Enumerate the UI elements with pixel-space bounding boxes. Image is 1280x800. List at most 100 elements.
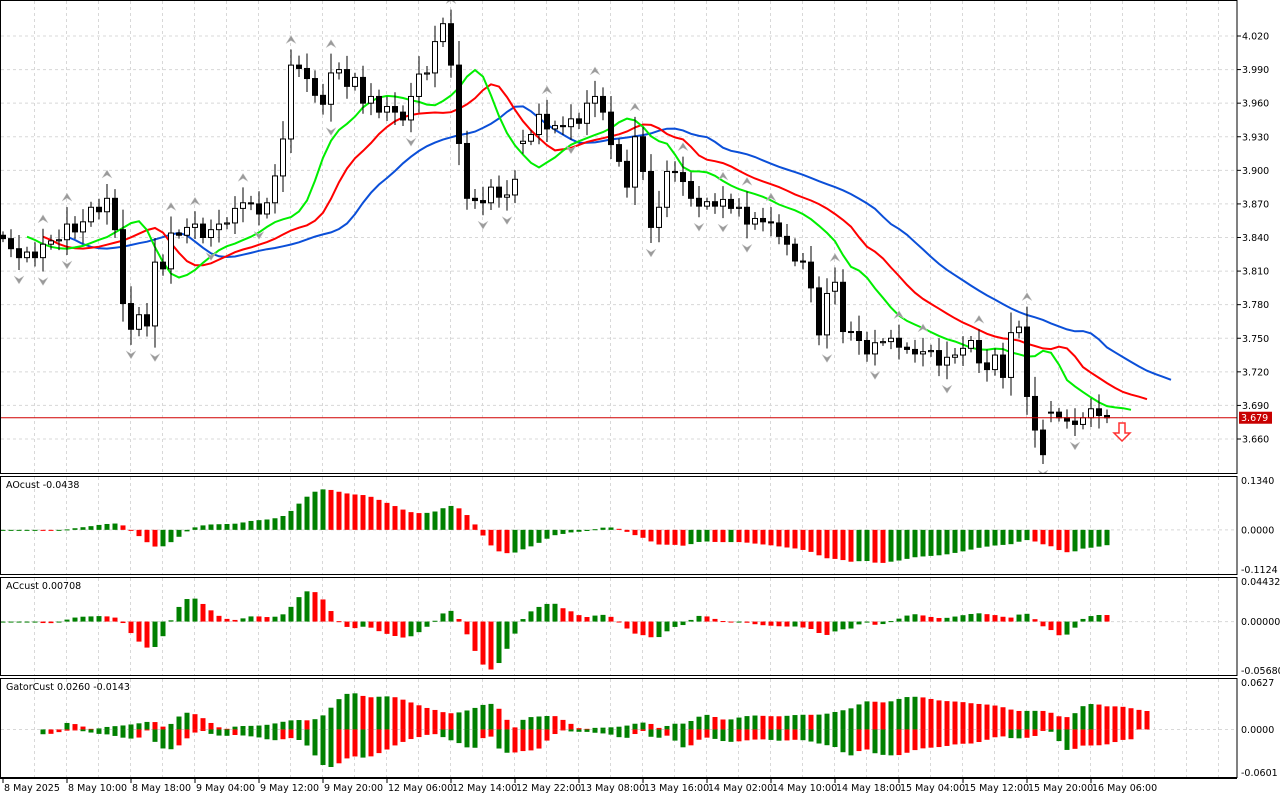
histogram-bar [640,621,646,636]
histogram-bar [208,610,214,622]
candle [992,348,998,376]
histogram-bar [368,621,374,628]
histogram-bar [136,529,142,537]
main-price-pane[interactable] [1,0,1238,478]
histogram-bar [888,621,894,623]
histogram-bar [944,529,950,555]
histogram-bar [760,621,766,626]
histogram-bar [984,729,990,740]
histogram-bar [992,529,998,546]
histogram-bar [488,729,494,737]
histogram-bar [600,614,606,622]
histogram-bar [296,503,302,530]
candle [872,329,878,366]
fractal-up-icon [893,310,905,319]
histogram-bar [696,716,702,730]
histogram-bar [680,723,686,730]
histogram-bar [480,704,486,730]
histogram-bar [768,529,774,546]
histogram-bar [1000,529,1006,545]
time-axis-label: 14 May 10:00 [772,783,837,794]
histogram-bar [616,528,622,530]
histogram-bar [544,715,550,730]
candle [984,349,990,382]
histogram-bar [48,529,54,531]
histogram-bar [232,729,238,735]
histogram-bar [32,529,38,531]
histogram-bar [128,529,134,531]
candle [496,175,502,208]
candle [272,164,278,214]
histogram-bar [8,621,14,623]
histogram-bar [96,728,102,730]
histogram-bar [584,617,590,622]
histogram-bar [200,603,206,622]
histogram-bar [40,729,46,735]
histogram-bar [1072,729,1078,749]
histogram-bar [688,729,694,746]
histogram-bar [304,720,310,730]
histogram-bar [280,515,286,530]
indicator-panes[interactable] [1,489,1150,768]
histogram-bar [272,723,278,730]
histogram-bar [936,700,942,730]
histogram-bar [392,506,398,530]
candle [976,329,982,373]
histogram-bar [448,713,454,730]
fractal-up-icon [589,66,601,76]
histogram-bar [1088,704,1094,730]
histogram-bar [408,621,414,637]
histogram-bar [632,729,638,735]
histogram-bar [872,729,878,754]
histogram-bar [952,616,958,622]
histogram-bar [752,729,758,740]
histogram-bar [728,729,734,742]
histogram-bar [896,698,902,730]
candle [8,229,14,258]
histogram-bar [536,729,542,749]
histogram-bar [536,529,542,543]
histogram-bar [272,616,278,622]
histogram-bar [424,512,430,530]
histogram-bar [32,621,38,623]
histogram-bar [432,511,438,530]
histogram-bar [264,729,270,740]
histogram-bar [320,489,326,530]
histogram-bar [928,698,934,730]
time-axis-label: 14 May 18:00 [836,783,901,794]
histogram-bar [408,729,414,740]
histogram-bar [80,726,86,730]
histogram-bar [568,611,574,622]
histogram-bar [840,710,846,730]
histogram-bar [496,729,502,749]
histogram-bar [352,729,358,757]
histogram-bar [512,621,518,634]
histogram-bar [736,717,742,730]
histogram-bar [280,729,286,740]
histogram-bar [96,729,102,734]
histogram-bar [208,722,214,730]
histogram-bar [1016,529,1022,542]
histogram-bar [216,727,222,730]
histogram-bar [456,508,462,530]
histogram-bar [816,714,822,730]
histogram-bar [608,527,614,530]
histogram-bar [1048,712,1054,730]
candle [464,130,470,210]
histogram-bar [1040,729,1046,731]
histogram-bar [1136,709,1142,730]
histogram-bar [984,614,990,622]
candle [296,55,302,77]
fractal-up-icon [61,192,73,202]
candle [288,49,294,153]
histogram-bar [976,613,982,622]
indicator-axis-label: 0.0627 [1241,678,1274,689]
ao-histogram [1,489,1110,563]
histogram-bar [264,617,270,622]
candle [480,186,486,216]
histogram-bar [336,491,342,530]
candle [216,209,222,243]
histogram-bar [240,729,246,736]
price-axis-label: 3.750 [1242,334,1269,345]
